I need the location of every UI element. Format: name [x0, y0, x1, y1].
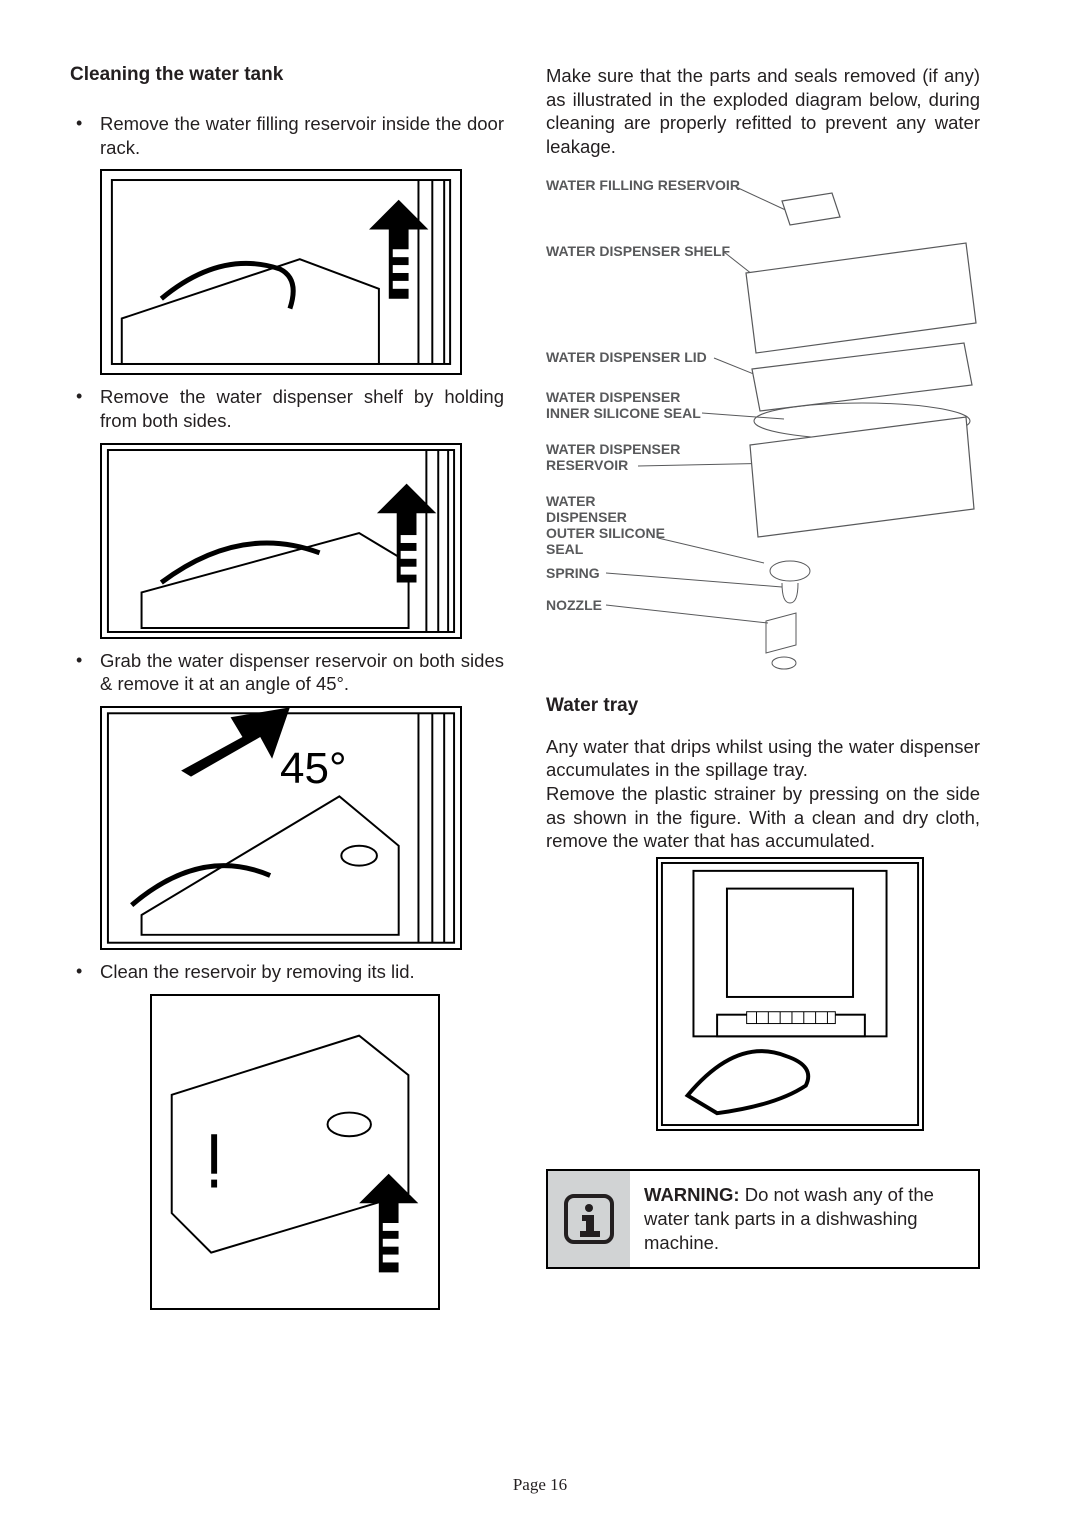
angle-45-label: 45°: [280, 744, 347, 794]
label-water-dispenser-inner-seal: WATER DISPENSER INNER SILICONE SEAL: [546, 389, 706, 421]
tray-paragraph-2: Remove the plastic strainer by pressing …: [546, 782, 980, 853]
intro-paragraph: Make sure that the parts and seals remov…: [546, 64, 980, 159]
heading-water-tray: Water tray: [546, 695, 980, 717]
warning-text-cell: WARNING: Do not wash any of the water ta…: [630, 1171, 978, 1267]
figure-clean-reservoir-lid: [150, 994, 440, 1310]
label-water-dispenser-outer-seal: WATER DISPENSER OUTER SILICONE SEAL: [546, 493, 666, 557]
tray-paragraph-1: Any water that drips whilst using the wa…: [546, 735, 980, 782]
cleaning-steps-list-3: Grab the water dispenser reservoir on bo…: [70, 649, 504, 702]
step-2: Remove the water dispenser shelf by hold…: [70, 385, 504, 432]
exploded-diagram: WATER FILLING RESERVOIR WATER DISPENSER …: [546, 173, 980, 673]
page-number: Page 16: [0, 1475, 1080, 1495]
label-water-dispenser-reservoir: WATER DISPENSER RESERVOIR: [546, 441, 686, 473]
label-water-dispenser-lid: WATER DISPENSER LID: [546, 349, 707, 365]
warning-label: WARNING:: [644, 1184, 740, 1205]
cleaning-steps-list-4: Clean the reservoir by removing its lid.: [70, 960, 504, 990]
step-1: Remove the water filling reservoir insid…: [70, 112, 504, 159]
label-nozzle: NOZZLE: [546, 597, 602, 613]
right-column: Make sure that the parts and seals remov…: [546, 64, 980, 1320]
label-spring: SPRING: [546, 565, 600, 581]
info-icon: [548, 1171, 630, 1267]
heading-cleaning-water-tank: Cleaning the water tank: [70, 64, 504, 86]
figure-remove-reservoir-45: 45°: [100, 706, 462, 950]
label-water-dispenser-shelf: WATER DISPENSER SHELF: [546, 243, 730, 259]
step-3: Grab the water dispenser reservoir on bo…: [70, 649, 504, 696]
step-1-text: Remove the water filling reservoir insid…: [100, 113, 504, 158]
cleaning-steps-list: Remove the water filling reservoir insid…: [70, 112, 504, 165]
step-3-text: Grab the water dispenser reservoir on bo…: [100, 650, 504, 695]
figure-water-tray: [656, 857, 924, 1131]
step-2-text: Remove the water dispenser shelf by hold…: [100, 386, 504, 431]
label-water-filling-reservoir: WATER FILLING RESERVOIR: [546, 177, 740, 193]
figure-remove-dispenser-shelf: [100, 443, 462, 639]
left-column: Cleaning the water tank Remove the water…: [70, 64, 504, 1320]
cleaning-steps-list-2: Remove the water dispenser shelf by hold…: [70, 385, 504, 438]
warning-box: WARNING: Do not wash any of the water ta…: [546, 1169, 980, 1269]
step-4-text: Clean the reservoir by removing its lid.: [100, 961, 415, 982]
figure-remove-filling-reservoir: [100, 169, 462, 375]
step-4: Clean the reservoir by removing its lid.: [70, 960, 504, 984]
